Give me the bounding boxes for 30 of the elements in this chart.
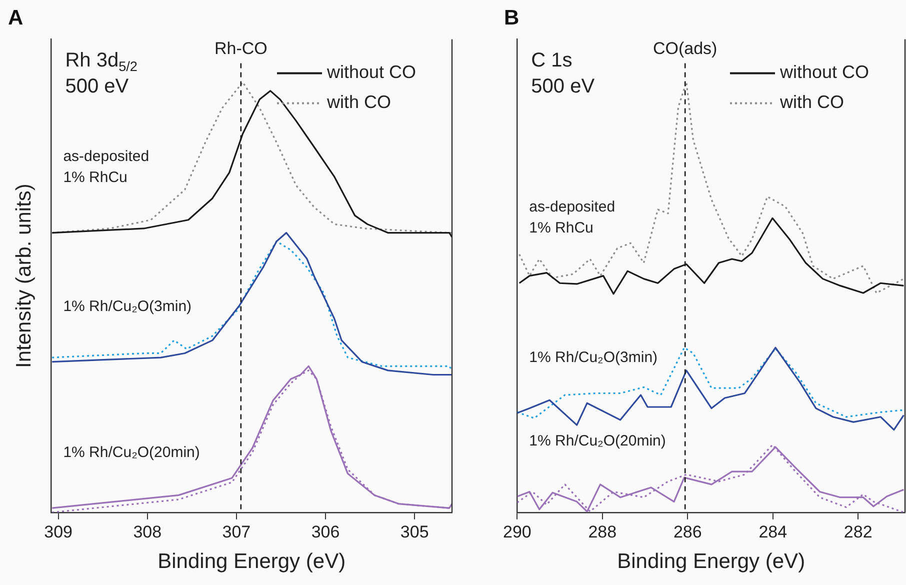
annotation: 500 eV: [531, 76, 596, 98]
annotation: as-deposited 1% RhCu: [529, 198, 616, 236]
x-tick-label: 286: [673, 522, 702, 542]
y-axis-title: Intensity (arb. units): [12, 184, 36, 368]
ref-line-label: Rh-CO: [214, 38, 268, 58]
x-tick-label: 309: [44, 522, 73, 542]
legend-label: with CO: [326, 92, 392, 112]
x-tick-label: 290: [502, 522, 532, 542]
x-tick-label: 307: [222, 522, 251, 542]
text: C 1s: [531, 50, 572, 72]
x-tick-label: 306: [311, 522, 340, 542]
x-tick-label: 282: [844, 522, 872, 542]
x-tick-label: 288: [588, 522, 617, 542]
x-axis-title: Binding Energy (eV): [158, 550, 346, 574]
ref-line-label: CO(ads): [652, 38, 718, 58]
annotation: 1% Rh/Cu₂O(3min): [63, 298, 192, 315]
annotation: 500 eV: [65, 76, 130, 98]
legend-label: without CO: [779, 62, 870, 82]
x-tick-label: 308: [133, 522, 162, 542]
legend-label: with CO: [779, 92, 844, 112]
annotation: 1% Rh/Cu₂O(20min): [529, 432, 666, 450]
x-tick-label: 305: [400, 522, 429, 542]
x-axis-title: Binding Energy (eV): [617, 550, 806, 574]
x-tick-label: 284: [758, 522, 788, 542]
annotation: 1% Rh/Cu₂O(3min): [529, 349, 658, 366]
chart-title: B: [504, 6, 520, 30]
chart-title: A: [8, 6, 24, 30]
annotation: as-deposited 1% RhCu: [63, 148, 150, 186]
legend-label: without CO: [326, 62, 416, 82]
annotation: 1% Rh/Cu₂O(20min): [63, 444, 200, 462]
